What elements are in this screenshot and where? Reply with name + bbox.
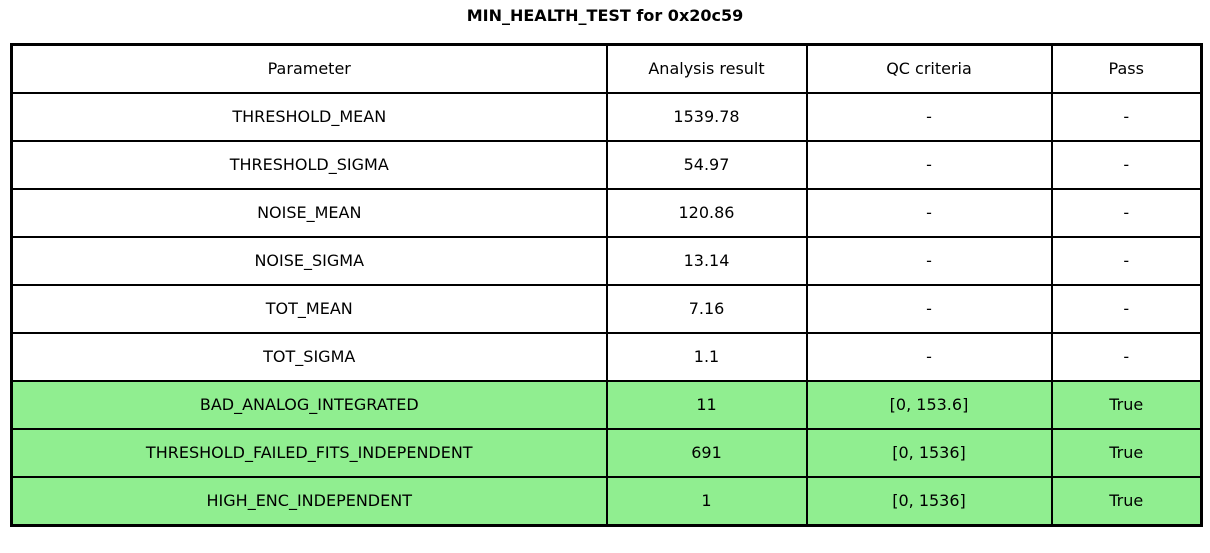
cell-analysis-result: 1 [605, 476, 808, 527]
cell-parameter: TOT_MEAN [10, 284, 608, 334]
cell-qc-criteria: [0, 153.6] [805, 380, 1053, 430]
cell-analysis-result: 120.86 [605, 188, 808, 238]
cell-qc-criteria: - [805, 92, 1053, 142]
qc-table: Parameter Analysis result QC criteria Pa… [10, 43, 1203, 527]
cell-parameter: THRESHOLD_MEAN [10, 92, 608, 142]
cell-parameter: TOT_SIGMA [10, 332, 608, 382]
cell-parameter: HIGH_ENC_INDEPENDENT [10, 476, 608, 527]
cell-analysis-result: 7.16 [605, 284, 808, 334]
cell-qc-criteria: - [805, 140, 1053, 190]
cell-pass: - [1050, 284, 1203, 334]
table-row: NOISE_MEAN 120.86 - - [10, 188, 1203, 238]
cell-qc-criteria: [0, 1536] [805, 428, 1053, 478]
cell-pass: True [1050, 380, 1203, 430]
table-row: THRESHOLD_SIGMA 54.97 - - [10, 140, 1203, 190]
table-row: TOT_SIGMA 1.1 - - [10, 332, 1203, 382]
cell-parameter: BAD_ANALOG_INTEGRATED [10, 380, 608, 430]
page-title: MIN_HEALTH_TEST for 0x20c59 [466, 6, 744, 25]
cell-qc-criteria: - [805, 284, 1053, 334]
cell-qc-criteria: - [805, 188, 1053, 238]
table-row-pass: HIGH_ENC_INDEPENDENT 1 [0, 1536] True [10, 476, 1203, 527]
table-row-pass: THRESHOLD_FAILED_FITS_INDEPENDENT 691 [0… [10, 428, 1203, 478]
cell-pass: - [1050, 140, 1203, 190]
cell-qc-criteria: - [805, 332, 1053, 382]
cell-pass: True [1050, 428, 1203, 478]
cell-pass: - [1050, 236, 1203, 286]
column-header-pass: Pass [1050, 43, 1203, 94]
table-row: TOT_MEAN 7.16 - - [10, 284, 1203, 334]
cell-analysis-result: 54.97 [605, 140, 808, 190]
cell-pass: - [1050, 332, 1203, 382]
cell-analysis-result: 691 [605, 428, 808, 478]
column-header-analysis-result: Analysis result [605, 43, 808, 94]
cell-analysis-result: 1.1 [605, 332, 808, 382]
cell-qc-criteria: [0, 1536] [805, 476, 1053, 527]
cell-qc-criteria: - [805, 236, 1053, 286]
cell-pass: - [1050, 92, 1203, 142]
column-header-parameter: Parameter [10, 43, 608, 94]
cell-analysis-result: 11 [605, 380, 808, 430]
cell-parameter: THRESHOLD_FAILED_FITS_INDEPENDENT [10, 428, 608, 478]
table-header-row: Parameter Analysis result QC criteria Pa… [10, 43, 1203, 94]
cell-parameter: THRESHOLD_SIGMA [10, 140, 608, 190]
cell-analysis-result: 13.14 [605, 236, 808, 286]
cell-parameter: NOISE_SIGMA [10, 236, 608, 286]
table-row: THRESHOLD_MEAN 1539.78 - - [10, 92, 1203, 142]
cell-pass: True [1050, 476, 1203, 527]
column-header-qc-criteria: QC criteria [805, 43, 1053, 94]
cell-analysis-result: 1539.78 [605, 92, 808, 142]
cell-pass: - [1050, 188, 1203, 238]
table-row: NOISE_SIGMA 13.14 - - [10, 236, 1203, 286]
table-row-pass: BAD_ANALOG_INTEGRATED 11 [0, 153.6] True [10, 380, 1203, 430]
cell-parameter: NOISE_MEAN [10, 188, 608, 238]
